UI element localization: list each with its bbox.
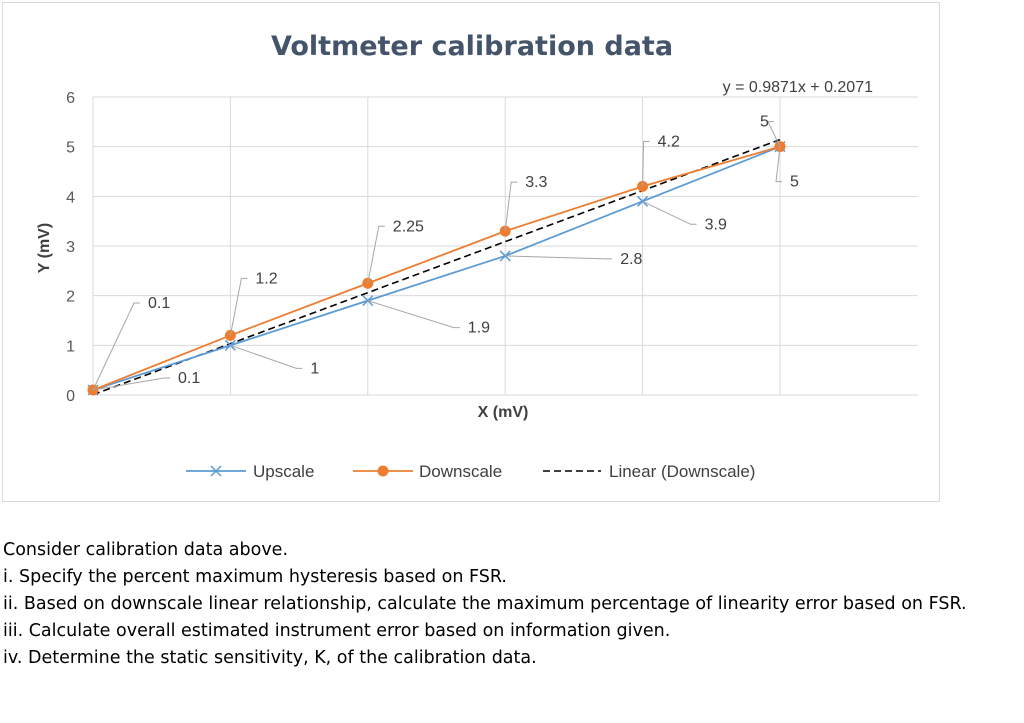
question-item: i. Specify the percent maximum hysteresi… xyxy=(3,567,507,587)
legend-marker-downscale xyxy=(377,465,389,477)
data-point-upscale xyxy=(362,295,374,307)
data-label-upscale: 0.1 xyxy=(178,370,200,387)
question-item: iii. Calculate overall estimated instrum… xyxy=(3,621,671,641)
data-label-leader xyxy=(229,277,248,336)
data-label-downscale: 0.1 xyxy=(148,295,170,312)
data-label-leader xyxy=(775,146,782,183)
y-tick-label: 1 xyxy=(66,338,75,355)
data-label-downscale: 3.3 xyxy=(525,174,547,191)
data-point-upscale xyxy=(224,339,236,351)
y-tick-label: 0 xyxy=(66,388,75,405)
question-item: ii. Based on downscale linear relationsh… xyxy=(3,594,967,614)
x-axis-title: X (mV) xyxy=(478,404,529,421)
series-line-downscale xyxy=(92,145,781,391)
question-item: iv. Determine the static sensitivity, K,… xyxy=(3,648,537,668)
chart-title: Voltmeter calibration data xyxy=(271,31,673,62)
legend: Upscale Downscale Linear (Downscale) xyxy=(186,462,755,481)
legend-label-trendline: Linear (Downscale) xyxy=(609,462,755,481)
data-label-leader xyxy=(505,255,613,260)
y-tick-label: 6 xyxy=(66,90,75,107)
question-text: Consider calibration data above. i. Spec… xyxy=(3,537,1018,672)
data-label-downscale: 1.2 xyxy=(255,270,277,287)
y-tick-label: 4 xyxy=(66,189,75,206)
data-label-downscale: 4.2 xyxy=(658,133,680,150)
data-point-upscale xyxy=(499,250,511,262)
data-label-upscale: 1 xyxy=(310,360,319,377)
y-axis-title: Y (mV) xyxy=(36,223,53,273)
data-label-leader xyxy=(230,344,303,369)
series-line-upscale xyxy=(92,145,781,391)
data-label-downscale: 5 xyxy=(760,114,769,131)
data-label-downscale: 2.25 xyxy=(393,218,424,235)
chart-container: Voltmeter calibration data 0 1 2 3 4 5 6 Y (mV… xyxy=(2,2,940,502)
data-label-upscale: 2.8 xyxy=(620,251,642,268)
data-label-upscale: 1.9 xyxy=(468,320,490,337)
y-tick-label: 2 xyxy=(66,289,75,306)
data-label-upscale: 5 xyxy=(790,174,799,191)
data-label-upscale: 3.9 xyxy=(705,216,727,233)
data-label-leader xyxy=(367,300,460,329)
question-intro: Consider calibration data above. xyxy=(3,540,289,560)
calibration-chart: Voltmeter calibration data 0 1 2 3 4 5 6 Y (mV… xyxy=(36,31,918,481)
y-tick-label: 3 xyxy=(66,239,75,256)
data-label-leader xyxy=(504,181,518,232)
data-label-leader xyxy=(92,377,170,391)
data-label-leader xyxy=(367,225,385,284)
legend-label-downscale: Downscale xyxy=(419,462,502,481)
data-label-leader xyxy=(642,200,697,225)
data-label-leader xyxy=(92,302,140,391)
y-tick-label: 5 xyxy=(66,140,75,157)
data-label-leader xyxy=(642,140,650,187)
legend-marker-upscale xyxy=(210,465,222,477)
legend-label-upscale: Upscale xyxy=(253,462,314,481)
data-label-leader xyxy=(767,121,781,147)
trendline-equation: y = 0.9871x + 0.2071 xyxy=(723,79,873,96)
